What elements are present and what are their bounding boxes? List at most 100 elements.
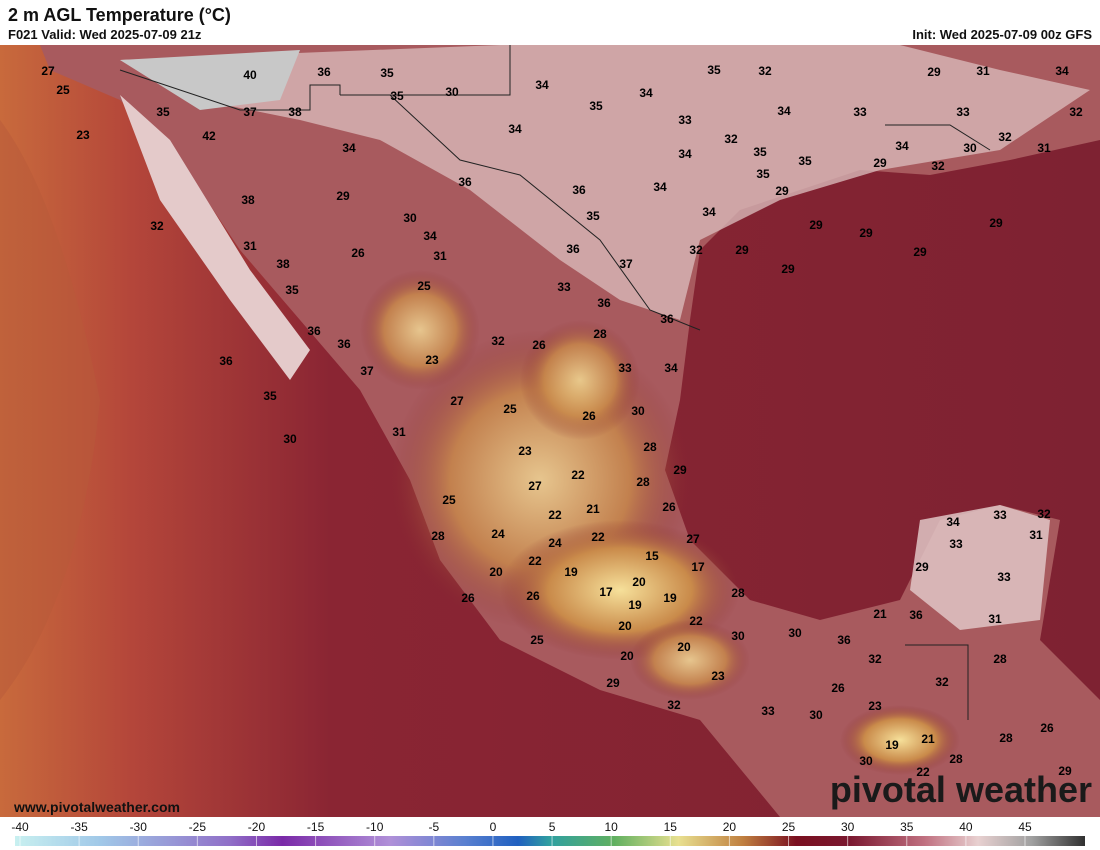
temp-label: 20 <box>489 565 503 579</box>
temp-label: 30 <box>809 708 823 722</box>
temp-label: 30 <box>731 629 745 643</box>
temp-label: 20 <box>620 649 634 663</box>
colorbar-tick-label: -30 <box>130 820 148 834</box>
temp-label: 38 <box>288 105 302 119</box>
colorbar-tick-label: -20 <box>248 820 266 834</box>
temp-label: 37 <box>360 364 374 378</box>
temp-label: 27 <box>41 64 55 78</box>
baja-coast <box>120 95 310 380</box>
temp-label: 37 <box>243 105 257 119</box>
temp-label: 30 <box>445 85 459 99</box>
temp-label: 34 <box>702 205 716 219</box>
temp-label: 31 <box>392 425 406 439</box>
temp-label: 28 <box>731 586 745 600</box>
temp-label: 33 <box>761 704 775 718</box>
temp-label: 35 <box>707 63 721 77</box>
temp-label: 25 <box>503 402 517 416</box>
temp-label: 26 <box>582 409 596 423</box>
temp-label: 38 <box>276 257 290 271</box>
temp-label: 30 <box>963 141 977 155</box>
temp-label: 19 <box>564 565 578 579</box>
temp-label: 28 <box>593 327 607 341</box>
temp-label: 30 <box>788 626 802 640</box>
watermark: www.pivotalweather.com <box>13 799 180 815</box>
temp-label: 22 <box>548 508 562 522</box>
temp-label: 35 <box>380 66 394 80</box>
temp-label: 33 <box>618 361 632 375</box>
colorbar-tick-label: 45 <box>1018 820 1032 834</box>
temp-label: 22 <box>528 554 542 568</box>
temp-label: 29 <box>781 262 795 276</box>
temp-label: 25 <box>56 83 70 97</box>
temp-label: 42 <box>202 129 216 143</box>
temp-label: 23 <box>425 353 439 367</box>
highlands <box>630 620 750 700</box>
temp-label: 15 <box>645 549 659 563</box>
borders <box>119 45 991 720</box>
temp-label: 34 <box>895 139 909 153</box>
temp-label: 31 <box>1029 528 1043 542</box>
temp-label: 26 <box>662 500 676 514</box>
temp-label: 36 <box>572 183 586 197</box>
temp-label: 22 <box>689 614 703 628</box>
temp-label: 32 <box>667 698 681 712</box>
temp-label: 34 <box>508 122 522 136</box>
header-bg <box>0 0 1100 45</box>
temp-label: 32 <box>724 132 738 146</box>
temp-label: 34 <box>423 229 437 243</box>
temp-label: 29 <box>775 184 789 198</box>
temp-label: 22 <box>571 468 585 482</box>
temp-label: 28 <box>431 529 445 543</box>
temp-label: 36 <box>909 608 923 622</box>
temp-label: 34 <box>639 86 653 100</box>
colorbar-tick-label: 15 <box>664 820 678 834</box>
colorbar-tick-label: -15 <box>307 820 325 834</box>
temp-label: 32 <box>491 334 505 348</box>
colorbar-tick-label: 10 <box>604 820 618 834</box>
temp-label: 28 <box>636 475 650 489</box>
temp-label: 26 <box>461 591 475 605</box>
colorbar-tick-label: -25 <box>189 820 207 834</box>
temp-label: 36 <box>307 324 321 338</box>
temp-label: 29 <box>735 243 749 257</box>
temp-label: 35 <box>263 389 277 403</box>
temp-label: 24 <box>548 536 562 550</box>
temp-label: 19 <box>885 738 899 752</box>
colorbar-tick-label: 30 <box>841 820 855 834</box>
colorbar-tick-label: -10 <box>366 820 384 834</box>
temp-label: 33 <box>557 280 571 294</box>
temp-label: 21 <box>921 732 935 746</box>
ocean-warm <box>0 120 100 700</box>
temp-label: 27 <box>528 479 542 493</box>
temp-label: 21 <box>873 607 887 621</box>
colorbar-tick-label: -40 <box>11 820 29 834</box>
temp-label: 31 <box>1037 141 1051 155</box>
temp-label: 24 <box>491 527 505 541</box>
temp-label: 36 <box>566 242 580 256</box>
temp-label: 33 <box>993 508 1007 522</box>
temp-label: 29 <box>913 245 927 259</box>
temp-label: 23 <box>711 669 725 683</box>
temp-label: 27 <box>686 532 700 546</box>
temp-label: 31 <box>976 64 990 78</box>
temp-label: 33 <box>678 113 692 127</box>
highlands <box>520 320 640 440</box>
temp-label: 35 <box>753 145 767 159</box>
colorbar-tick-label: 35 <box>900 820 914 834</box>
temp-label: 32 <box>935 675 949 689</box>
temp-label: 17 <box>691 560 705 574</box>
temp-label: 29 <box>873 156 887 170</box>
warm-plains <box>120 45 1090 320</box>
temp-label: 32 <box>931 159 945 173</box>
temp-label: 34 <box>678 147 692 161</box>
temp-label: 26 <box>1040 721 1054 735</box>
logo: pivotal weather <box>830 769 1092 810</box>
temp-label: 30 <box>403 211 417 225</box>
temp-label: 29 <box>809 218 823 232</box>
colorbar <box>15 836 1085 846</box>
temp-label: 34 <box>946 515 960 529</box>
temp-label: 34 <box>664 361 678 375</box>
temp-label: 30 <box>859 754 873 768</box>
temp-label: 20 <box>632 575 646 589</box>
temp-label: 36 <box>597 296 611 310</box>
